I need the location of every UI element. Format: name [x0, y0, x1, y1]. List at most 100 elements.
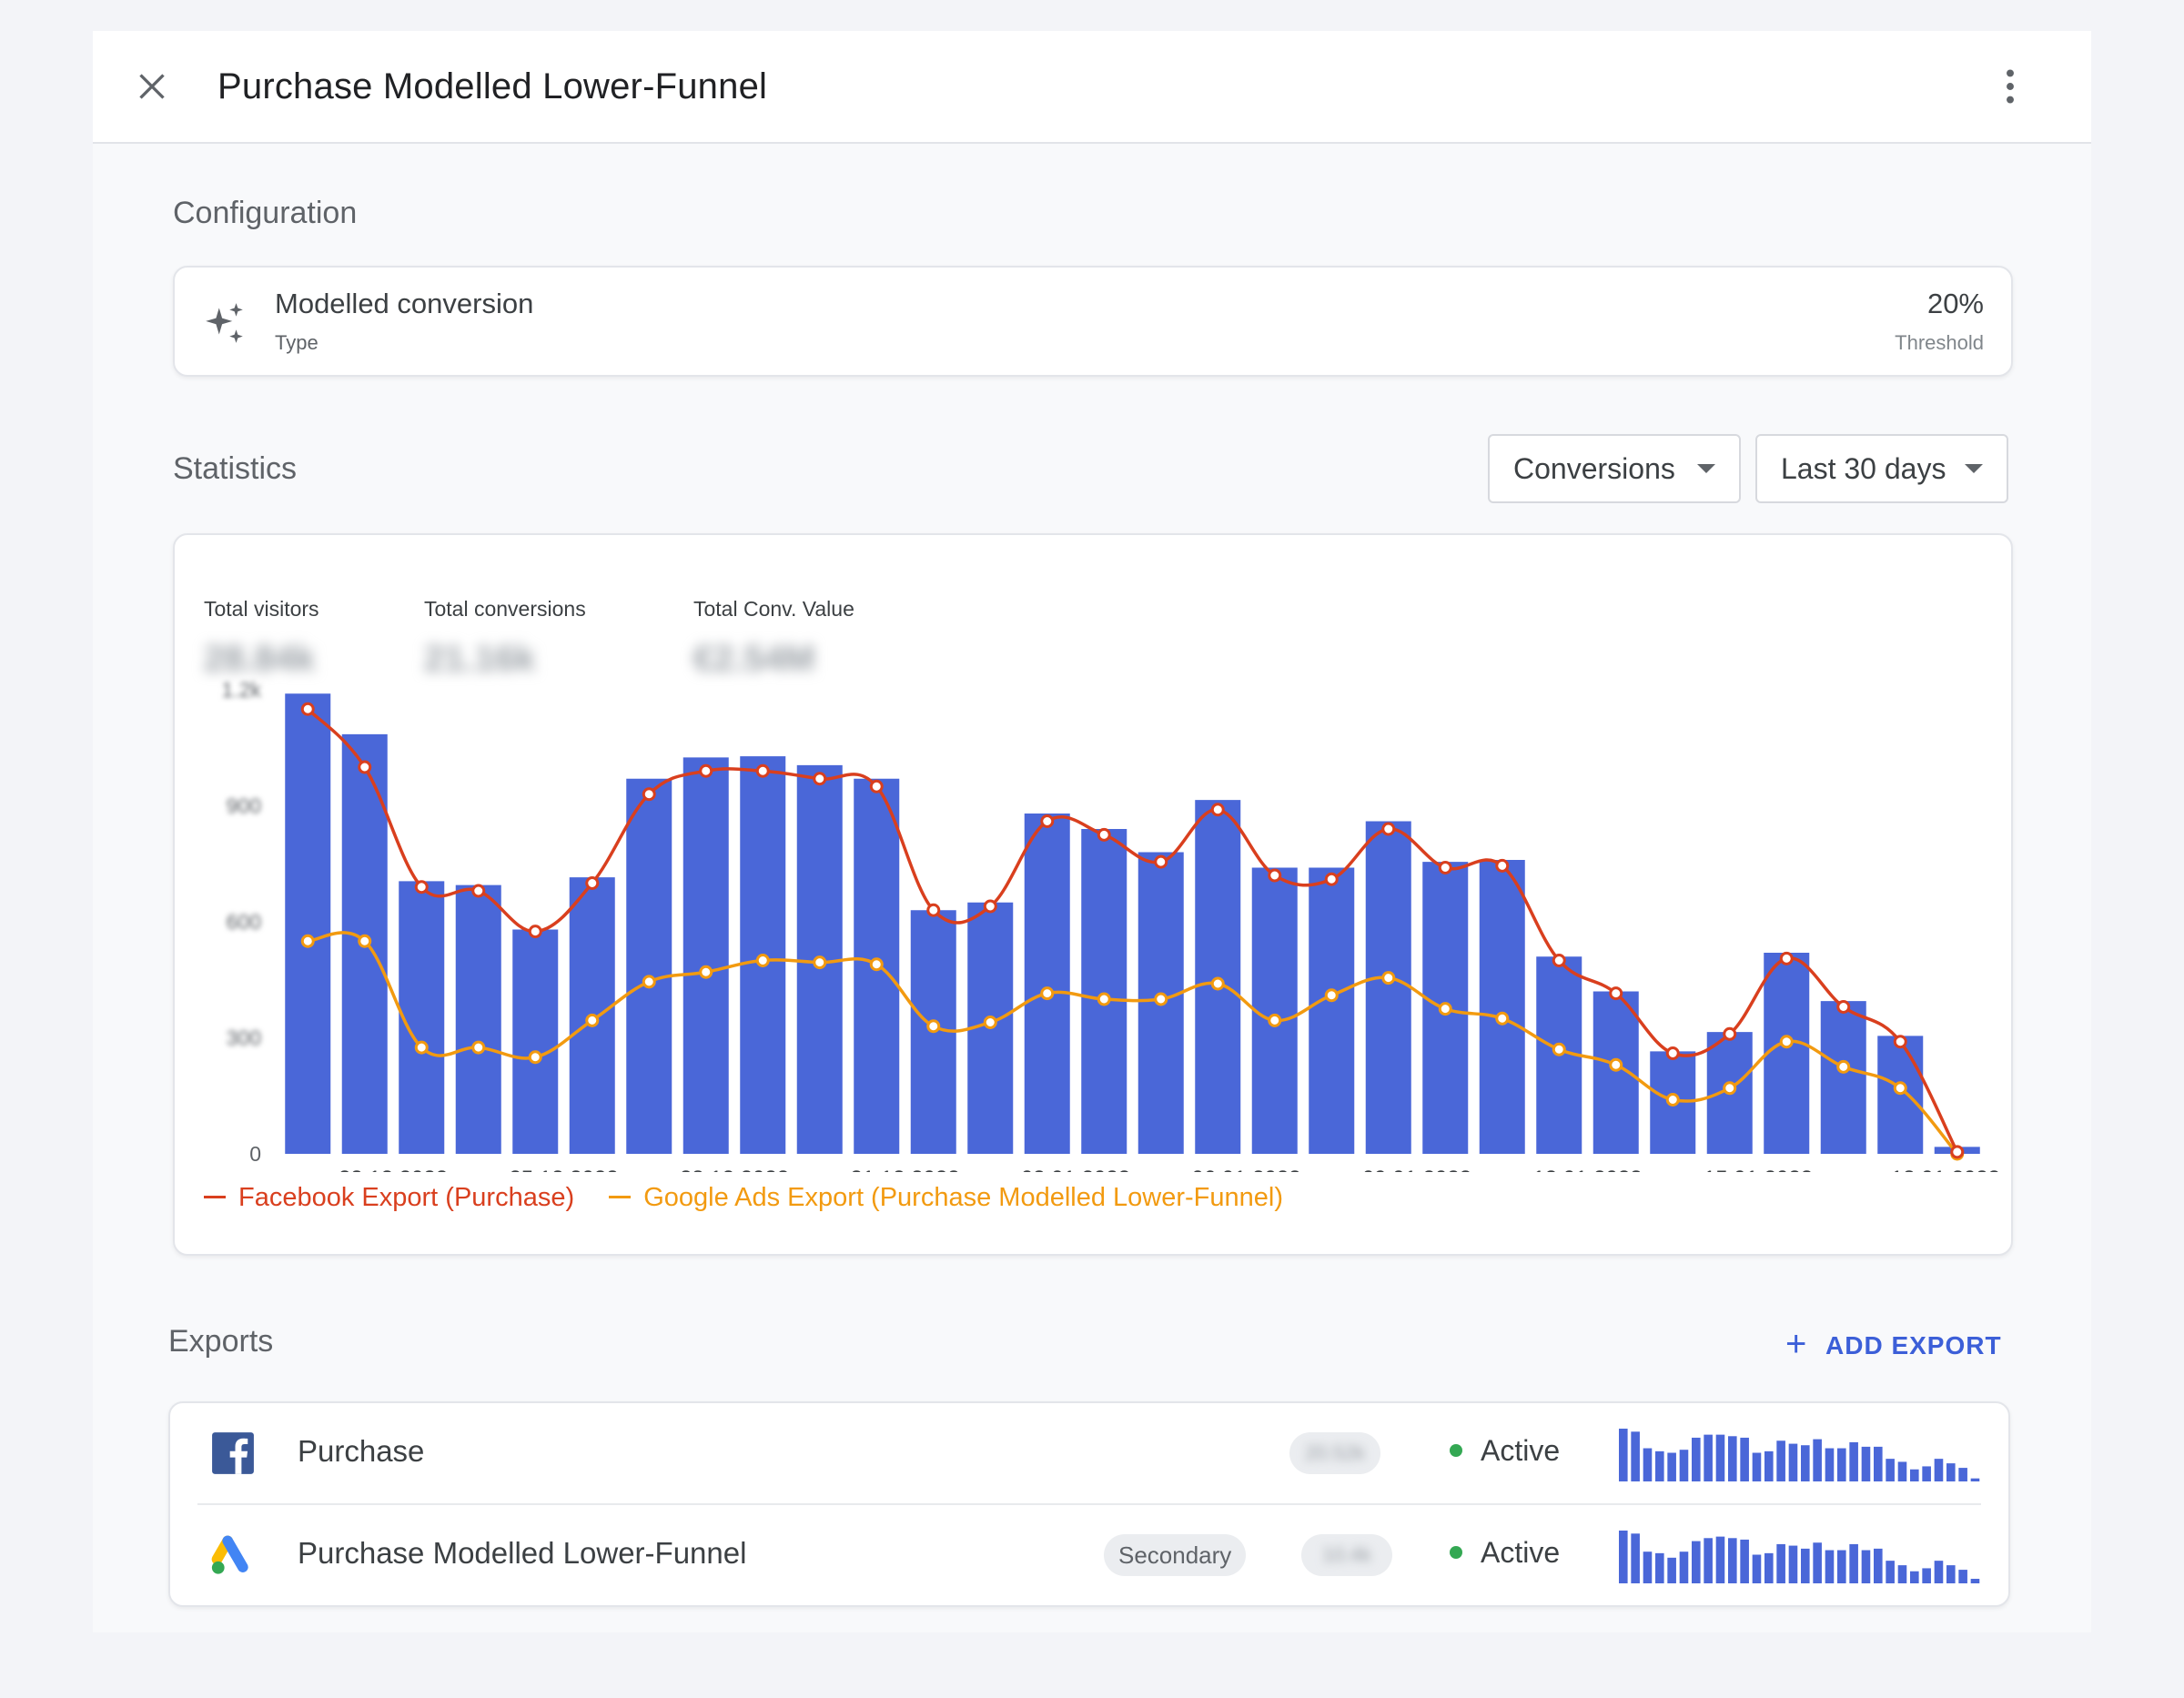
sparkline-bar — [1740, 1437, 1749, 1481]
chart-bar — [1764, 953, 1810, 1154]
google-ads-icon — [211, 1535, 248, 1574]
sparkline-bar — [1958, 1570, 1967, 1583]
chart-bar — [399, 881, 445, 1154]
legend-swatch — [609, 1195, 632, 1198]
sparkline-bar — [1752, 1554, 1762, 1583]
sparkline-bar — [1679, 1551, 1689, 1583]
add-export-button[interactable]: + ADD EXPORT — [1785, 1324, 2002, 1367]
series-point — [1779, 951, 1794, 965]
series-point — [699, 965, 713, 979]
series-point — [1040, 986, 1055, 1001]
chart-bar — [1024, 814, 1070, 1154]
chart-bar — [1592, 991, 1639, 1154]
series-point — [1893, 1035, 1907, 1049]
sparkline-bar — [1934, 1561, 1944, 1583]
series-point — [1779, 1035, 1794, 1049]
config-threshold-value: 20% — [1926, 288, 1984, 319]
more-options-button[interactable] — [1987, 64, 2033, 109]
series-point — [1836, 1000, 1851, 1014]
series-point — [528, 1050, 542, 1065]
series-point — [1154, 992, 1168, 1006]
sparkline-bar — [1874, 1548, 1883, 1583]
series-point — [1097, 827, 1111, 842]
series-point — [926, 1019, 941, 1034]
series-point — [1665, 1046, 1680, 1060]
series-point — [1609, 986, 1623, 1001]
legend-item-google-ads[interactable]: Google Ads Export (Purchase Modelled Low… — [609, 1183, 1283, 1213]
series-point — [1723, 1081, 1737, 1096]
add-export-label: ADD EXPORT — [1825, 1330, 2002, 1359]
series-point — [1495, 858, 1510, 873]
configuration-card: Modelled conversion Type 20% Threshold — [173, 266, 2013, 377]
export-sparkline — [1619, 1429, 1980, 1481]
config-threshold-label: Threshold — [1895, 331, 1984, 354]
sparkline-bar — [1655, 1450, 1664, 1481]
x-tick-label: 25.12.2022 — [509, 1167, 618, 1172]
sparkline-bar — [1631, 1431, 1640, 1481]
sparkline-bar — [1825, 1448, 1835, 1481]
series-point — [358, 760, 372, 774]
series-point — [1950, 1145, 1965, 1159]
export-row[interactable]: Purchase Modelled Lower-Funnel Secondary… — [170, 1505, 2008, 1605]
status-dot-icon — [1450, 1546, 1462, 1559]
detail-panel: Purchase Modelled Lower-Funnel Configura… — [93, 31, 2091, 1632]
sparkline-bar — [1970, 1478, 1980, 1481]
series-point — [414, 880, 429, 894]
sparkline-bar — [1813, 1542, 1822, 1583]
y-tick-label: 300 — [227, 1026, 261, 1050]
export-sparkline — [1619, 1531, 1980, 1583]
series-point — [1268, 1013, 1282, 1027]
series-point — [1438, 1002, 1452, 1016]
series-point — [926, 903, 941, 917]
sparkline-bar — [1886, 1561, 1895, 1583]
total-conversions-value: 21.16k — [424, 639, 536, 679]
sparkline-bar — [1874, 1446, 1883, 1481]
total-visitors-label: Total visitors — [204, 597, 319, 621]
metric-dropdown[interactable]: Conversions — [1488, 434, 1741, 503]
series-point — [1324, 872, 1339, 886]
series-point — [1324, 988, 1339, 1003]
exports-card: Purchase 20.52k Active Purchase Modelled… — [168, 1401, 2010, 1607]
chart-bar — [1081, 829, 1127, 1154]
chart-bar — [285, 693, 331, 1154]
sparkline-bar — [1643, 1551, 1653, 1583]
series-point — [1097, 992, 1111, 1006]
series-line — [308, 931, 1959, 1156]
configuration-title: Configuration — [173, 196, 358, 230]
x-tick-label: 18.01.2023 — [1891, 1167, 2000, 1172]
date-range-dropdown[interactable]: Last 30 days — [1755, 434, 2008, 503]
sparkline-bar — [1910, 1469, 1919, 1481]
sparkline-bar — [1897, 1461, 1907, 1481]
close-icon — [139, 74, 165, 99]
sparkline-bar — [1934, 1459, 1944, 1481]
plus-icon: + — [1785, 1324, 1808, 1364]
sparkline-bar — [1655, 1552, 1664, 1583]
series-point — [755, 954, 770, 967]
page-title: Purchase Modelled Lower-Funnel — [217, 66, 768, 106]
y-tick-label: 1.2k — [222, 678, 262, 702]
sparkline-bar — [1886, 1459, 1895, 1481]
statistics-title: Statistics — [173, 451, 298, 486]
series-point — [1723, 1026, 1737, 1041]
export-count: 10.4k — [1301, 1534, 1392, 1576]
y-tick-label: 0 — [249, 1142, 261, 1166]
series-point — [1665, 1093, 1680, 1107]
legend-item-facebook[interactable]: Facebook Export (Purchase) — [204, 1183, 574, 1213]
series-point — [1438, 861, 1452, 874]
chart-bar — [1820, 1001, 1866, 1154]
sparkline-bar — [1631, 1533, 1640, 1583]
sparkline-bar — [1837, 1448, 1846, 1481]
x-tick-label: 03.01.2023 — [1021, 1167, 1130, 1172]
sparkline-bar — [1837, 1550, 1846, 1583]
series-point — [414, 1040, 429, 1055]
export-count-value: 20.52k — [1304, 1441, 1366, 1464]
export-row[interactable]: Purchase 20.52k Active — [170, 1403, 2008, 1503]
sparkline-bar — [1861, 1550, 1871, 1583]
more-vert-icon — [2007, 69, 2014, 104]
sparkline-bar — [1776, 1440, 1785, 1481]
status-badge: Active — [1450, 1434, 1560, 1468]
series-point — [699, 763, 713, 778]
series-line — [307, 708, 1959, 1153]
close-button[interactable] — [129, 64, 175, 109]
sparkline-bar — [1728, 1538, 1737, 1583]
